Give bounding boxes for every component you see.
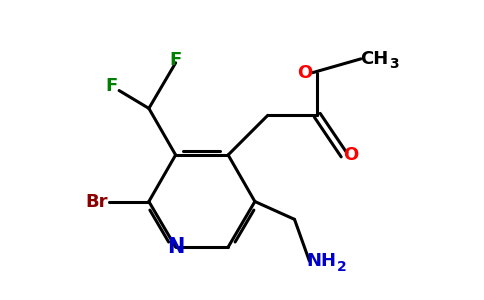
Text: CH: CH (360, 50, 388, 68)
Text: 2: 2 (337, 260, 347, 274)
Text: O: O (343, 146, 359, 164)
Text: NH: NH (306, 252, 336, 270)
Text: O: O (297, 64, 312, 82)
Text: F: F (105, 76, 117, 94)
Text: Br: Br (85, 193, 107, 211)
Text: N: N (167, 237, 184, 257)
Text: 3: 3 (389, 57, 398, 71)
Text: F: F (169, 51, 182, 69)
